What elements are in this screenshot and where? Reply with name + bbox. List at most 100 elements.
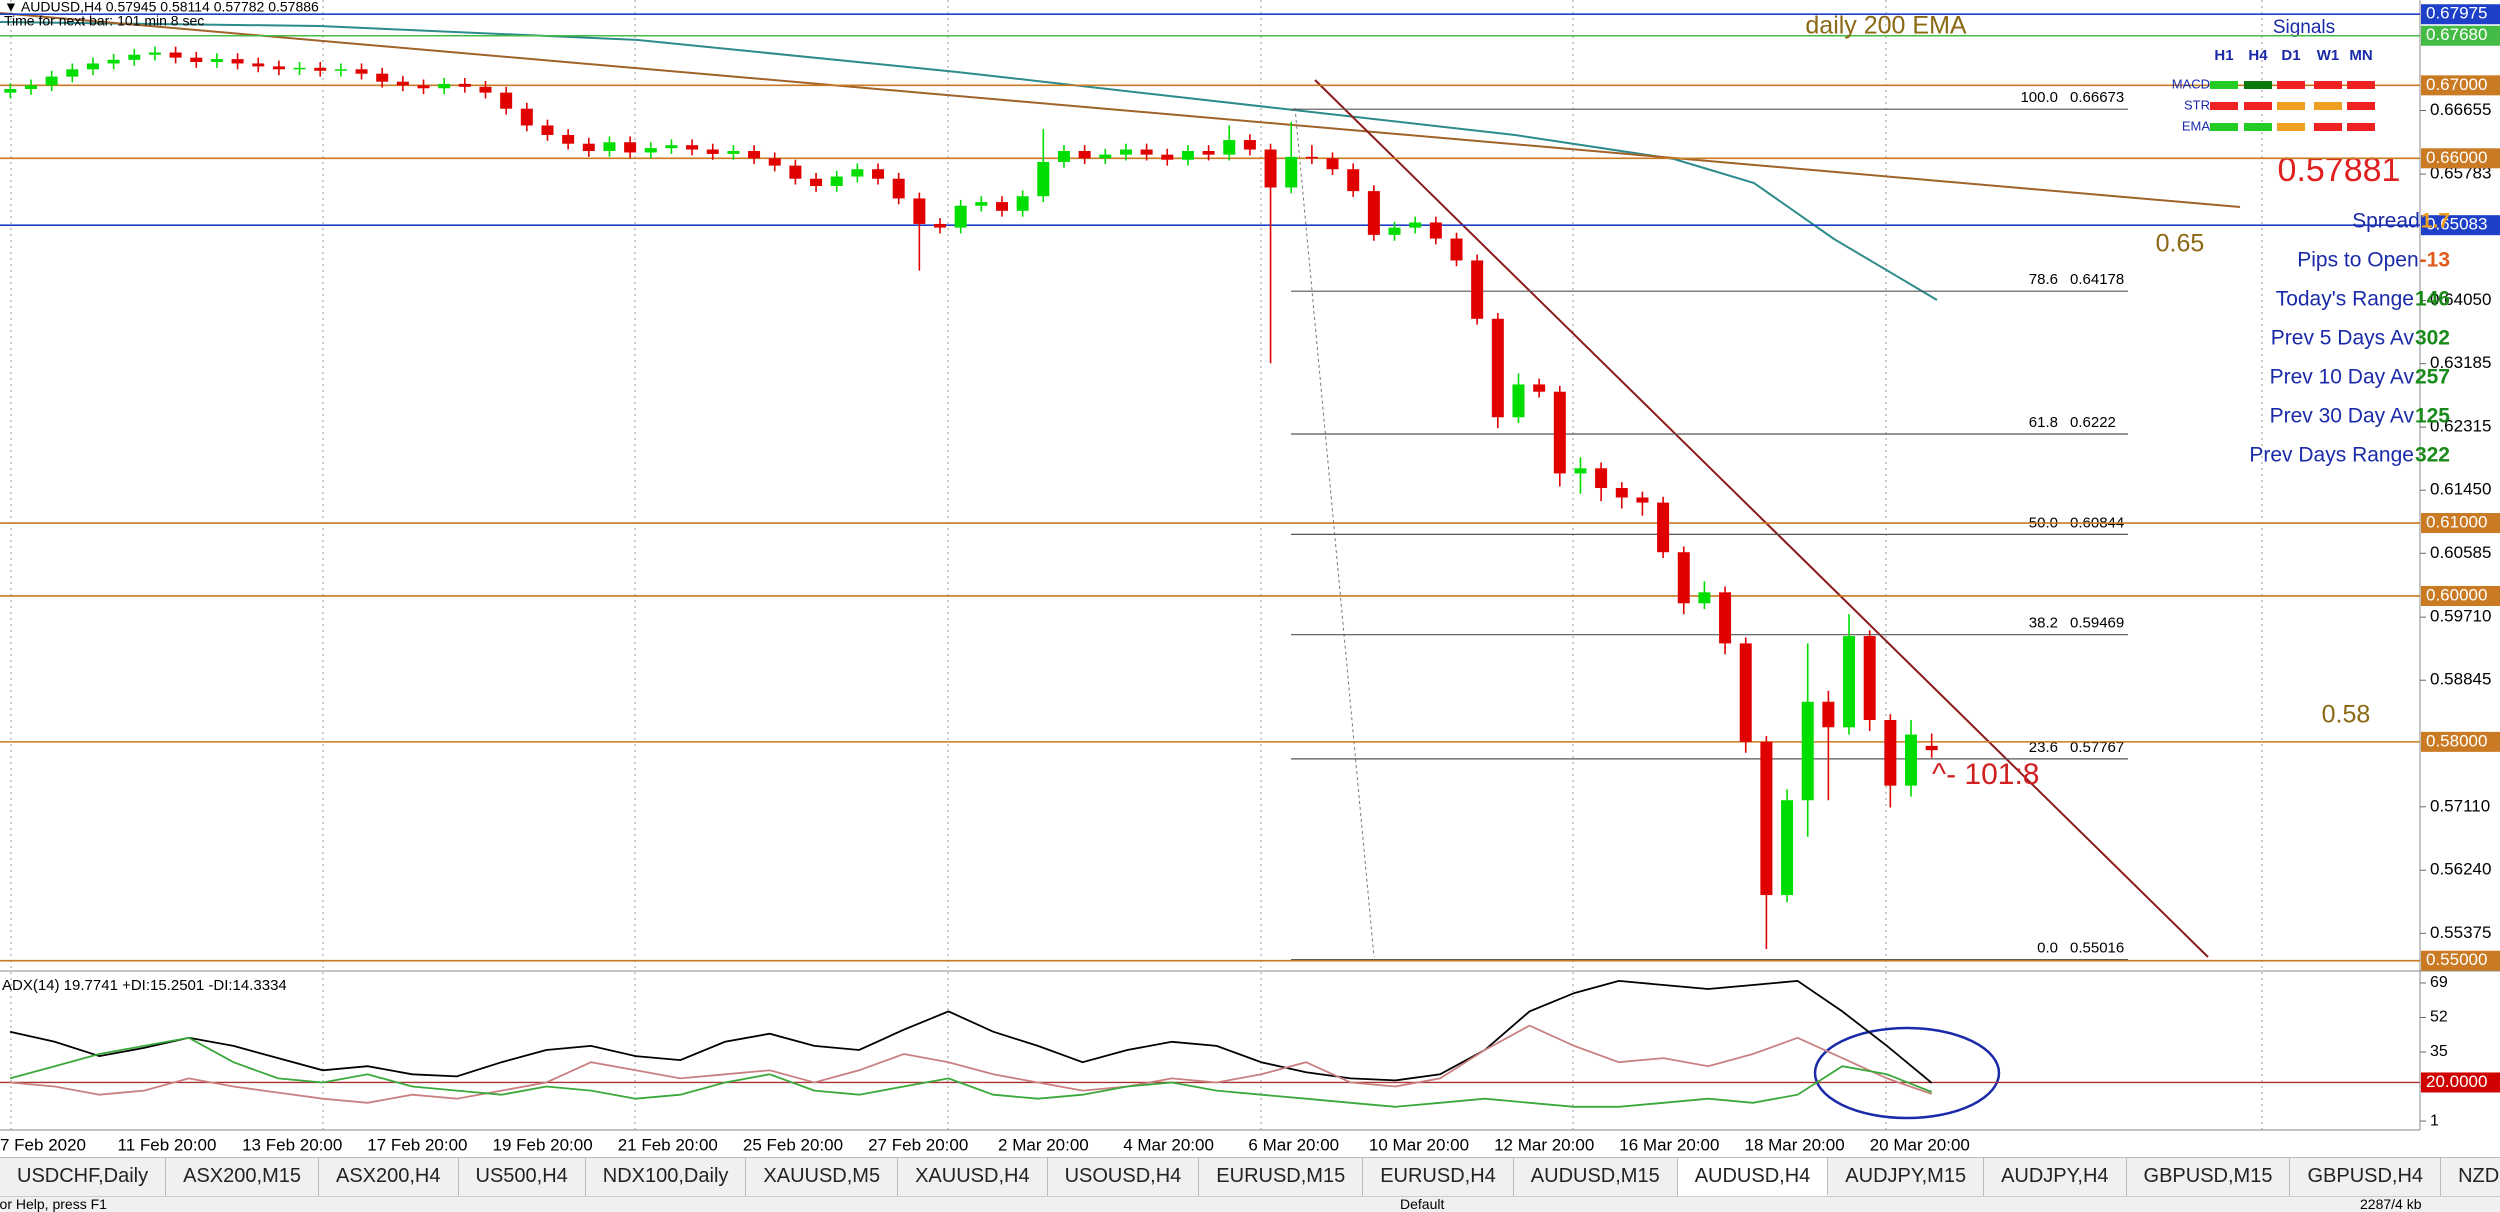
candle-body [107,59,120,64]
candle-body [1409,222,1422,228]
chart-tab[interactable]: NDX100,Daily [586,1158,747,1196]
signal-cell [2314,102,2342,110]
y-tick-label: 0.64050 [2430,290,2491,309]
signal-cell [2347,81,2375,89]
signal-cell [2347,102,2375,110]
fib-level: 100.0 [2020,89,2058,106]
signal-cell [2314,123,2342,131]
chart-tab[interactable]: XAUUSD,M5 [746,1158,899,1196]
info-label: Pips to Open [2297,249,2418,272]
candle-body [1099,154,1112,159]
candle-body [686,145,699,150]
adx-y-tick-label: 52 [2430,1009,2448,1026]
chart-tab[interactable]: NZDUSD,M15 [2441,1158,2500,1196]
x-tick-label: 18 Mar 20:00 [1745,1135,1845,1154]
level-box [2421,75,2500,96]
x-tick-label: 4 Mar 20:00 [1123,1135,1214,1154]
candle-body [851,169,864,177]
candle-body [1925,745,1938,751]
candle-body [1512,384,1525,418]
candle-body [1429,222,1442,239]
chart-tab[interactable]: EURUSD,M15 [1199,1158,1364,1196]
candle-body [1843,636,1856,728]
chart: ▼ AUDUSD,H4 0.57945 0.58114 0.57782 0.57… [0,0,2500,1157]
chart-tab[interactable]: ASX200,M15 [166,1158,319,1196]
chart-tab[interactable]: USDCHF,Daily [0,1158,167,1196]
candle-body [1801,701,1814,801]
candle-body [1822,701,1835,728]
candle-body [582,143,595,151]
signal-cell [2277,81,2305,89]
candle-body [1243,140,1256,150]
chart-tab[interactable]: XAUUSD,H4 [898,1158,1048,1196]
candle-body [128,54,141,60]
info-label: Today's Range [2276,288,2414,311]
candle-body [1119,149,1132,155]
info-value: 125 [2415,405,2450,428]
candle-body [954,205,967,228]
info-label: Prev Days Range [2249,444,2414,467]
candle-body [1491,318,1504,418]
chart-tab[interactable]: GBPUSD,M15 [2127,1158,2291,1196]
signal-column: D1 [2281,47,2300,64]
background [0,0,2500,1157]
fib-price: 0.57767 [2070,739,2124,756]
candle-body [995,202,1008,211]
candle-body [500,92,513,109]
candle-body [975,202,988,206]
info-value: 146 [2415,288,2450,311]
info-value: 1.7 [2421,210,2450,233]
candle-body [86,63,99,70]
chart-tab[interactable]: US500,H4 [459,1158,586,1196]
signal-cell [2314,81,2342,89]
highlight-ellipse [1813,1026,2001,1120]
chart-tab[interactable]: GBPUSD,H4 [2290,1158,2442,1196]
candle-body [624,142,637,153]
chart-tab[interactable]: AUDUSD,M15 [1514,1158,1678,1196]
adx-y-tick-label: 69 [2430,974,2448,991]
candle-body [148,52,161,55]
signal-row-label: STR [2184,97,2210,112]
candle-body [1016,196,1029,211]
x-tick-label: 11 Feb 20:00 [118,1135,217,1154]
candle-body [376,73,389,82]
signal-row-label: EMA [2182,118,2211,133]
candle-body [1760,741,1773,896]
y-tick-label: 0.56240 [2430,860,2491,879]
level-box [2421,731,2500,752]
y-tick-label: 0.66655 [2430,100,2491,119]
y-tick-label: 0.63185 [2430,353,2491,372]
signal-row-label: MACD [2172,76,2210,91]
fib-level: 23.6 [2029,739,2058,756]
adx-line [9,1036,1933,1108]
chart-tab[interactable]: AUDUSD,H4 [1677,1158,1829,1196]
y-tick-label: 0.65783 [2430,164,2491,183]
x-tick-label: 13 Feb 20:00 [242,1135,342,1154]
candle-body [830,176,843,187]
candle-body [768,158,781,166]
candle-body [1202,150,1215,155]
candle-body [438,83,451,89]
chart-tab[interactable]: ASX200,H4 [319,1158,459,1196]
level-box [2421,513,2500,534]
candle-body [1739,643,1752,742]
candle-body [1698,592,1711,604]
candle-body [1326,158,1339,170]
info-value: 257 [2415,366,2450,389]
candle-body [603,142,616,151]
chart-tab[interactable]: EURUSD,H4 [1363,1158,1514,1196]
adx-title: ADX(14) 19.7741 +DI:15.2501 -DI:14.3334 [2,977,287,994]
info-value: 322 [2415,444,2450,467]
candle-body [748,150,761,159]
candle-body [1161,154,1174,160]
level-box [2421,585,2500,606]
signal-cell [2244,102,2272,110]
adx-line [9,1024,1932,1104]
chart-tab[interactable]: AUDJPY,H4 [1984,1158,2127,1196]
candle-body [1264,149,1277,188]
candle-body [1285,156,1298,188]
chart-tab[interactable]: USOUSD,H4 [1048,1158,1200,1196]
level-label: 0.67000 [2426,75,2487,94]
chart-tab[interactable]: AUDJPY,M15 [1828,1158,1985,1196]
